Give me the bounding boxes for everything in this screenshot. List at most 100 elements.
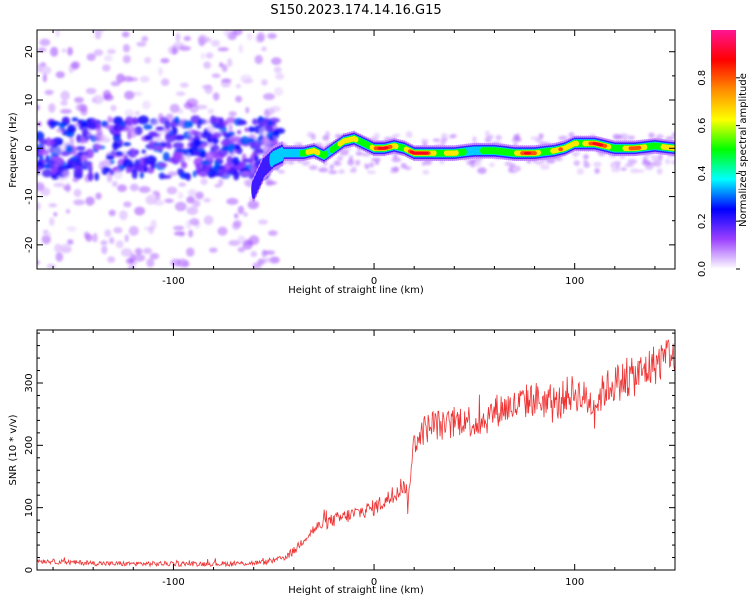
heatmap-halo-blob bbox=[394, 166, 399, 173]
heatmap-noise-blob bbox=[113, 142, 123, 148]
heatmap-noise-blob bbox=[128, 225, 139, 236]
heatmap-noise-blob bbox=[116, 125, 124, 132]
colorbar-tick-label: 0.4 bbox=[697, 165, 708, 181]
heatmap-noise-blob bbox=[109, 237, 115, 244]
heatmap-halo-blob bbox=[671, 132, 675, 137]
heatmap-ridge-cell bbox=[453, 150, 459, 156]
heatmap-noise-blob bbox=[41, 234, 51, 245]
heatmap-noise-blob bbox=[141, 36, 149, 42]
heatmap-noise-blob bbox=[262, 257, 272, 263]
heatmap-noise-blob bbox=[40, 62, 47, 67]
heatmap-noise-blob bbox=[199, 170, 208, 178]
heatmap-halo-blob bbox=[610, 162, 616, 168]
heatmap-noise-blob bbox=[142, 100, 151, 110]
colorbar-tick-label: 0.0 bbox=[697, 261, 708, 277]
heatmap-noise-blob bbox=[211, 136, 219, 145]
heatmap-noise-blob bbox=[101, 166, 109, 176]
heatmap-halo-blob bbox=[333, 162, 341, 167]
heatmap-noise-blob bbox=[65, 208, 71, 214]
heatmap-noise-blob bbox=[62, 117, 70, 122]
heatmap-halo-blob bbox=[440, 139, 446, 146]
heatmap-noise-blob bbox=[270, 57, 282, 66]
snr-line bbox=[37, 339, 675, 568]
heatmap-noise-blob bbox=[39, 138, 48, 146]
heatmap-noise-blob bbox=[49, 217, 55, 226]
heatmap-y-axis-label: Frequency (Hz) bbox=[8, 112, 19, 188]
heatmap-halo-blob bbox=[329, 164, 334, 170]
heatmap-noise-blob bbox=[228, 111, 237, 117]
heatmap-halo-blob bbox=[470, 159, 477, 163]
heatmap-noise-blob bbox=[116, 73, 126, 84]
heatmap-halo-blob bbox=[440, 137, 449, 141]
heatmap-halo-blob bbox=[627, 159, 638, 164]
heatmap-halo-blob bbox=[583, 162, 591, 169]
heatmap-noise-blob bbox=[229, 166, 237, 176]
heatmap-noise-blob bbox=[188, 229, 194, 238]
heatmap-noise-blob bbox=[127, 77, 139, 82]
heatmap-noise-blob bbox=[85, 87, 97, 95]
heatmap-noise-blob bbox=[67, 47, 74, 56]
heatmap-noise-blob bbox=[81, 161, 94, 167]
heatmap-noise-blob bbox=[202, 198, 212, 203]
heatmap-x-tick-label: 0 bbox=[371, 276, 377, 287]
heatmap-noise-blob bbox=[227, 131, 236, 136]
heatmap-halo-blob bbox=[422, 169, 430, 175]
heatmap-noise-blob bbox=[239, 136, 251, 146]
heatmap-noise-blob bbox=[186, 206, 199, 215]
heatmap-noise-blob bbox=[261, 46, 267, 52]
heatmap-noise-blob bbox=[223, 30, 231, 37]
heatmap-noise-blob bbox=[51, 167, 58, 175]
heatmap-noise-blob bbox=[192, 170, 197, 178]
heatmap-x-tick-label: 100 bbox=[565, 276, 584, 287]
heatmap-noise-blob bbox=[183, 102, 193, 110]
heatmap-halo-blob bbox=[355, 151, 363, 156]
colorbar: 0.0 0.2 0.4 0.6 0.8 Normalized spectral ampl… bbox=[697, 30, 749, 277]
heatmap-noise-blob bbox=[164, 198, 174, 204]
heatmap-noise-blob bbox=[207, 137, 212, 143]
heatmap-noise-blob bbox=[142, 247, 153, 255]
heatmap-noise-blob bbox=[49, 138, 55, 148]
heatmap-noise-blob bbox=[171, 126, 178, 136]
heatmap-noise-blob bbox=[264, 109, 271, 119]
heatmap-noise-blob bbox=[100, 240, 108, 246]
heatmap-halo-blob bbox=[485, 130, 490, 138]
heatmap-noise-blob bbox=[166, 144, 173, 150]
heatmap-noise-blob bbox=[237, 246, 246, 253]
heatmap-noise-blob bbox=[217, 226, 228, 236]
heatmap-noise-blob bbox=[119, 210, 128, 221]
heatmap-halo-blob bbox=[472, 136, 477, 143]
heatmap-noise-blob bbox=[139, 171, 144, 179]
heatmap-y-tick-label: -20 bbox=[24, 237, 35, 253]
heatmap-ridge-cell bbox=[636, 145, 642, 150]
heatmap-noise-blob bbox=[37, 182, 45, 192]
heatmap-noise-blob bbox=[52, 164, 59, 169]
heatmap-halo-blob bbox=[557, 136, 564, 140]
snr-x-tick-label: 100 bbox=[565, 577, 584, 588]
heatmap-halo-blob bbox=[656, 134, 664, 140]
heatmap-ridge-cell bbox=[387, 144, 393, 149]
heatmap-halo-blob bbox=[514, 165, 521, 172]
colorbar-tick-label: 0.8 bbox=[697, 70, 708, 86]
heatmap-noise-blob bbox=[62, 185, 71, 191]
heatmap-noise-blob bbox=[180, 161, 188, 169]
colorbar-tick-label: 0.2 bbox=[697, 213, 708, 229]
heatmap-noise-blob bbox=[131, 169, 138, 179]
heatmap-noise-blob bbox=[178, 182, 187, 187]
heatmap-noise-blob bbox=[240, 171, 251, 177]
heatmap-noise-blob bbox=[123, 201, 132, 208]
heatmap-halo-blob bbox=[347, 159, 355, 166]
heatmap-noise-blob bbox=[66, 225, 77, 232]
heatmap-noise-blob bbox=[67, 239, 74, 245]
heatmap-noise-blob bbox=[221, 78, 232, 83]
heatmap-noise-blob bbox=[46, 263, 56, 269]
heatmap-noise-blob bbox=[136, 41, 147, 47]
heatmap-noise-blob bbox=[143, 156, 148, 167]
heatmap-noise-blob bbox=[151, 119, 160, 126]
heatmap-noise-blob bbox=[112, 116, 124, 126]
heatmap-noise-blob bbox=[227, 58, 233, 68]
heatmap-halo-blob bbox=[393, 153, 398, 160]
heatmap-noise-blob bbox=[187, 128, 193, 137]
heatmap-ridge-cell bbox=[532, 151, 537, 156]
heatmap-noise-blob bbox=[92, 232, 98, 243]
snr-y-tick-label: 300 bbox=[24, 373, 35, 392]
